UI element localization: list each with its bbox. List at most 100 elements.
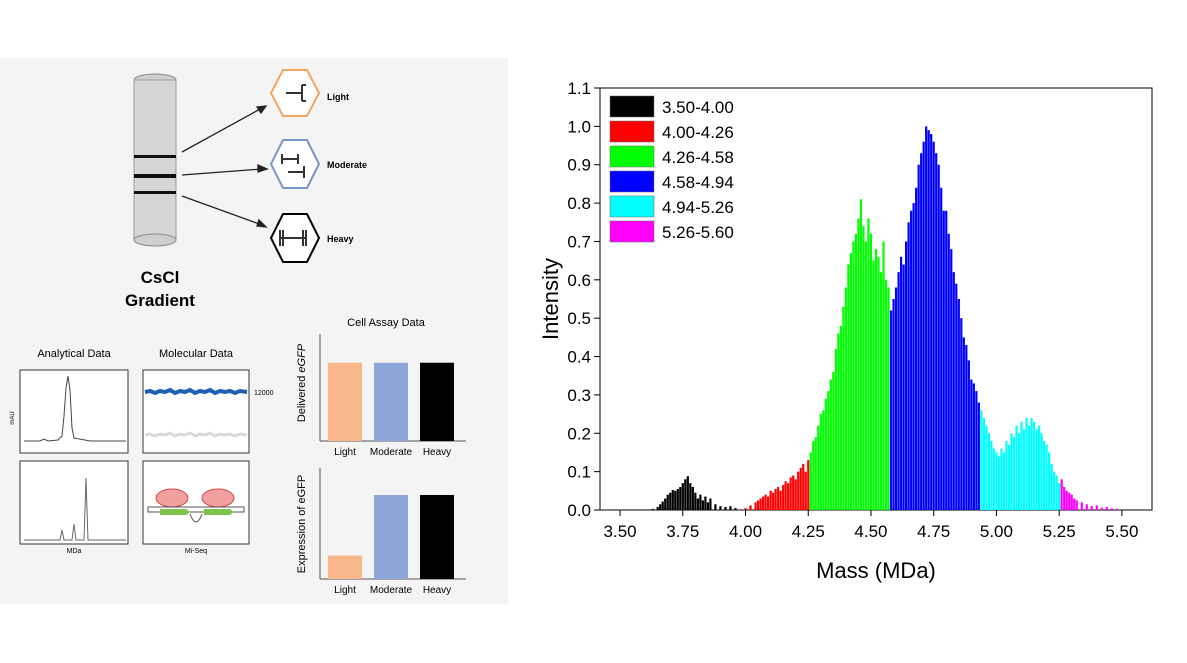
histogram-bar bbox=[669, 492, 672, 510]
histogram-bar bbox=[839, 325, 842, 510]
histogram-bar bbox=[1035, 429, 1038, 510]
y-tick-label: 1.0 bbox=[567, 117, 591, 136]
histogram-bar bbox=[659, 504, 662, 510]
x-tick-label: 5.00 bbox=[980, 522, 1013, 541]
histogram-bar bbox=[922, 141, 925, 510]
x-tick-label: 3.75 bbox=[666, 522, 699, 541]
histogram-bar bbox=[930, 134, 933, 510]
histogram-bar bbox=[935, 153, 938, 510]
histogram-bar bbox=[987, 433, 991, 510]
histogram-bar bbox=[701, 500, 704, 510]
analytical-data-title: Analytical Data bbox=[37, 348, 111, 360]
y-tick-label: 0.2 bbox=[567, 424, 591, 443]
histogram-bar bbox=[744, 508, 747, 510]
y-tick-label: 0.6 bbox=[567, 271, 591, 290]
x-tick-label: 4.00 bbox=[729, 522, 762, 541]
histogram-bar bbox=[950, 249, 953, 511]
light-hexagon bbox=[269, 69, 321, 117]
cell-assay-title: Cell Assay Data bbox=[347, 317, 426, 329]
y-tick-label: 0.1 bbox=[567, 463, 591, 482]
tube-band-heavy bbox=[134, 191, 176, 194]
histogram-bar bbox=[887, 287, 890, 510]
histogram-bar bbox=[774, 488, 777, 510]
histogram-bar bbox=[857, 218, 860, 510]
histogram-bar bbox=[1085, 504, 1088, 510]
histogram-bar bbox=[819, 414, 822, 510]
histogram-bar bbox=[1020, 421, 1023, 510]
histogram-bar bbox=[864, 241, 868, 511]
histogram-bar bbox=[892, 299, 895, 510]
histogram-bar bbox=[656, 506, 659, 510]
delivered-egfp-ylabel: Delivered eGFP bbox=[296, 343, 308, 422]
histogram-bar bbox=[807, 460, 810, 510]
histogram-bar bbox=[827, 391, 830, 510]
histogram-bar bbox=[902, 264, 905, 510]
histogram-bar bbox=[709, 498, 712, 510]
histogram-bar bbox=[691, 486, 694, 510]
histogram-bar bbox=[694, 492, 697, 510]
x-tick-label: 5.25 bbox=[1043, 522, 1076, 541]
histogram-bar bbox=[1080, 502, 1083, 510]
gradient-title-line1: CsCl bbox=[141, 268, 180, 287]
histogram-bar bbox=[925, 126, 928, 510]
histogram-bar bbox=[899, 256, 903, 510]
y-tick-label: 0.5 bbox=[567, 309, 591, 328]
histogram-bar bbox=[854, 233, 858, 511]
histogram-bar bbox=[1075, 500, 1078, 510]
histogram-bar bbox=[879, 272, 883, 510]
delivered-bar-light bbox=[328, 362, 362, 441]
histogram-bar bbox=[872, 260, 875, 510]
histogram-bar bbox=[844, 287, 847, 510]
histogram-bar bbox=[799, 467, 802, 510]
histogram-bar bbox=[829, 379, 832, 510]
tube-band-moderate bbox=[134, 174, 176, 178]
histogram-bar bbox=[980, 410, 983, 510]
legend: 3.50-4.00 4.00-4.26 4.26-4.58 4.58-4.94 4.94… bbox=[609, 95, 734, 243]
x-tick-label: 4.25 bbox=[792, 522, 825, 541]
histogram-bar bbox=[767, 496, 770, 510]
histogram-bar bbox=[761, 496, 765, 510]
tube-band-light bbox=[134, 155, 176, 158]
histogram-bar bbox=[719, 506, 722, 510]
histogram-bar bbox=[1045, 444, 1048, 510]
histogram-bar bbox=[1010, 433, 1013, 510]
histogram-bar bbox=[1070, 494, 1073, 510]
histogram-bar bbox=[862, 226, 865, 511]
workflow-schematic-panel: Light Moderate Heavy CsCl Gradient Analy… bbox=[0, 58, 508, 604]
histogram-bar bbox=[664, 498, 667, 510]
histogram-bar bbox=[754, 502, 757, 510]
arrow-to-heavy bbox=[181, 195, 263, 226]
histogram-bar bbox=[874, 249, 878, 511]
histogram-bar bbox=[1055, 475, 1058, 510]
delivered-bar-moderate bbox=[374, 362, 408, 441]
legend-swatch bbox=[609, 145, 655, 168]
expression-egfp-ylabel: Expression of eGFP bbox=[296, 475, 308, 573]
histogram-bar bbox=[1095, 505, 1098, 510]
heavy-hexagon bbox=[269, 213, 321, 263]
histogram-bar bbox=[997, 456, 1001, 510]
histogram-bar bbox=[704, 496, 707, 510]
histogram-bar bbox=[699, 494, 702, 510]
histogram-bar bbox=[945, 210, 948, 510]
histogram-bar bbox=[877, 256, 880, 510]
histogram-bar bbox=[905, 241, 908, 511]
histogram-bar bbox=[1005, 440, 1008, 510]
histogram-bar bbox=[937, 164, 940, 510]
histogram-bar bbox=[1073, 498, 1076, 510]
histogram-bar bbox=[947, 233, 950, 511]
cell-assay-bar-charts: Light Moderate Heavy Light Moderate Heavy bbox=[319, 334, 466, 596]
histogram-bar bbox=[837, 333, 840, 510]
y-tick-label: 0.0 bbox=[567, 501, 591, 520]
histogram-bar bbox=[832, 371, 835, 510]
workflow-schematic: Light Moderate Heavy CsCl Gradient Analy… bbox=[10, 69, 466, 596]
x-tick-label: 4.75 bbox=[917, 522, 950, 541]
histogram-bar bbox=[955, 283, 958, 510]
histogram-bar bbox=[1017, 433, 1021, 510]
legend-label: 4.26-4.58 bbox=[662, 148, 734, 167]
delivered-category-label: Light bbox=[334, 447, 356, 458]
histogram-bar bbox=[729, 506, 732, 510]
histogram-bar bbox=[985, 425, 988, 510]
legend-label: 3.50-4.00 bbox=[662, 98, 734, 117]
histogram-bar bbox=[869, 233, 873, 511]
histogram-bar bbox=[681, 483, 684, 510]
